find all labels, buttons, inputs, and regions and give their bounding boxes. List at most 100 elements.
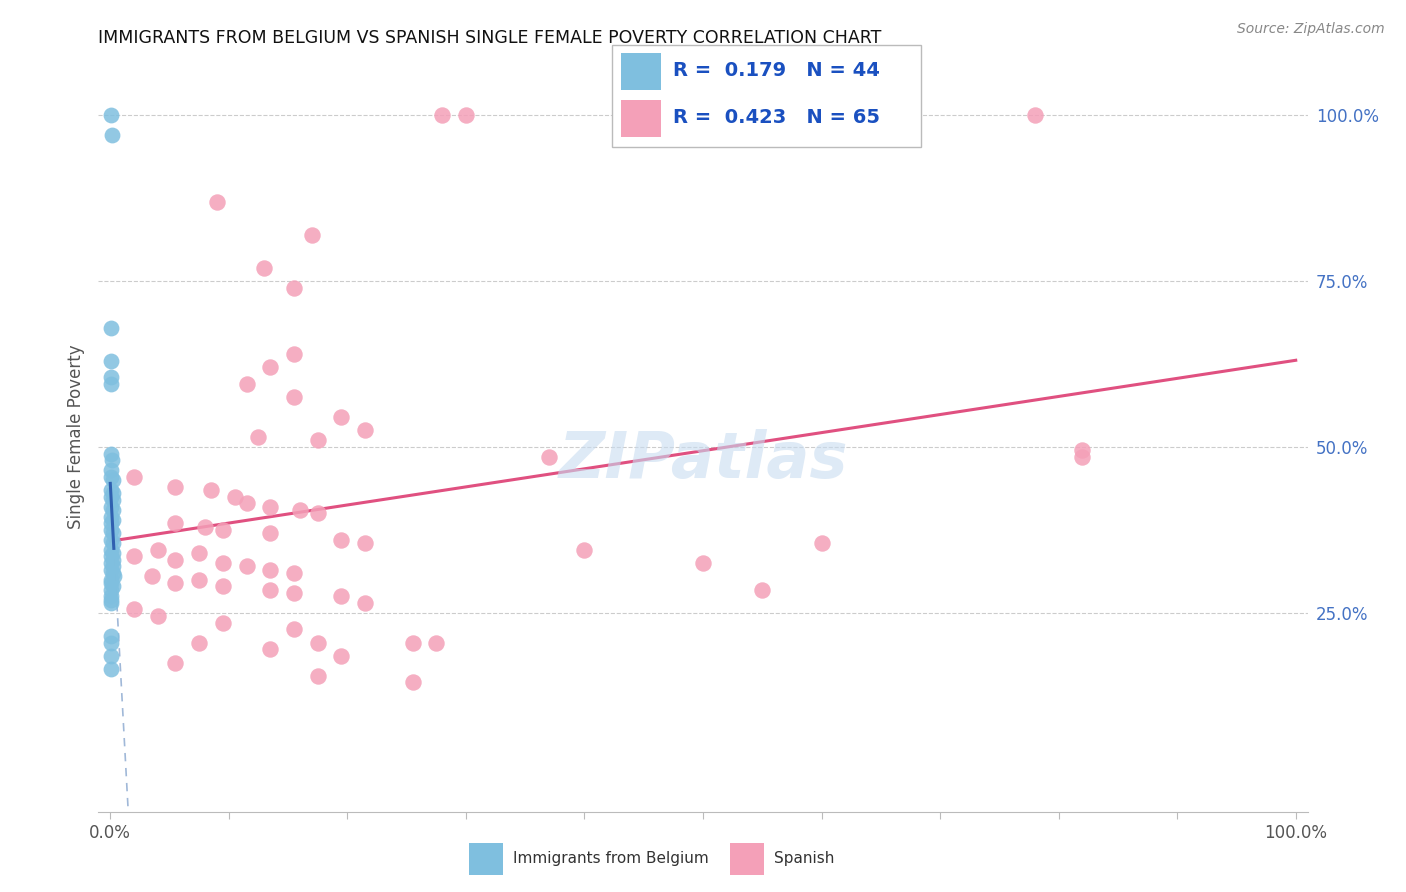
Point [259,500,281,514]
FancyBboxPatch shape [470,844,503,874]
Point [100,589,122,603]
Point [751,582,773,597]
Point [100,516,122,531]
Text: Spanish: Spanish [773,852,834,866]
Point [330,589,353,603]
Point [101,579,124,593]
Text: R =  0.179   N = 44: R = 0.179 N = 44 [673,62,880,80]
Point [100,573,122,587]
Point [165,553,187,567]
Point [100,509,122,524]
Point [165,656,187,670]
Point [101,473,124,487]
Point [101,566,124,580]
Point [122,549,145,564]
Point [146,542,169,557]
Point [194,519,217,533]
Point [165,576,187,591]
Point [247,430,270,444]
Point [200,483,222,497]
FancyBboxPatch shape [621,100,661,137]
Point [1071,450,1094,464]
Point [283,623,305,637]
Point [432,108,454,122]
Point [301,227,323,242]
Point [283,566,305,580]
Point [224,490,246,504]
Point [100,596,122,610]
Point [100,582,122,597]
Point [212,523,235,537]
Point [188,546,211,560]
Point [146,609,169,624]
FancyBboxPatch shape [621,53,661,90]
Point [692,556,714,570]
Point [1024,108,1046,122]
Point [100,470,122,484]
Point [101,503,124,517]
Point [100,662,122,676]
Point [307,669,329,683]
Point [1071,443,1094,458]
Point [235,559,257,574]
Point [810,536,832,550]
Point [259,360,281,375]
Point [100,523,122,537]
Point [212,556,235,570]
Point [165,516,187,531]
Point [101,128,124,143]
Point [100,370,122,384]
Point [100,592,122,607]
Point [100,563,122,577]
Point [100,490,122,504]
Point [101,546,124,560]
Y-axis label: Single Female Poverty: Single Female Poverty [66,345,84,529]
Point [330,533,353,547]
Point [205,194,228,209]
Point [235,377,257,392]
Point [354,536,377,550]
Point [100,377,122,392]
Point [283,281,305,295]
Point [165,480,187,494]
Point [101,453,124,467]
Point [259,563,281,577]
Text: R =  0.423   N = 65: R = 0.423 N = 65 [673,109,880,128]
Point [259,642,281,657]
Point [100,576,122,591]
Point [454,108,477,122]
Point [100,483,122,497]
Point [283,390,305,404]
Point [100,556,122,570]
Point [100,648,122,663]
Point [259,582,281,597]
Point [101,559,124,574]
Text: Source: ZipAtlas.com: Source: ZipAtlas.com [1237,22,1385,37]
Point [307,434,329,448]
Point [212,579,235,593]
Point [354,424,377,438]
Point [188,635,211,649]
Point [235,496,257,510]
Point [100,542,122,557]
Point [188,573,211,587]
Point [100,635,122,649]
Point [574,542,596,557]
Point [425,635,447,649]
Point [307,506,329,520]
Point [253,260,276,275]
Point [100,629,122,643]
Point [283,586,305,600]
Point [122,602,145,616]
Point [288,503,311,517]
Point [101,553,124,567]
FancyBboxPatch shape [730,844,765,874]
Point [100,354,122,368]
Point [101,493,124,508]
Point [330,410,353,425]
FancyBboxPatch shape [612,45,921,147]
Point [212,615,235,630]
Point [283,347,305,361]
Point [100,463,122,477]
Point [307,635,329,649]
